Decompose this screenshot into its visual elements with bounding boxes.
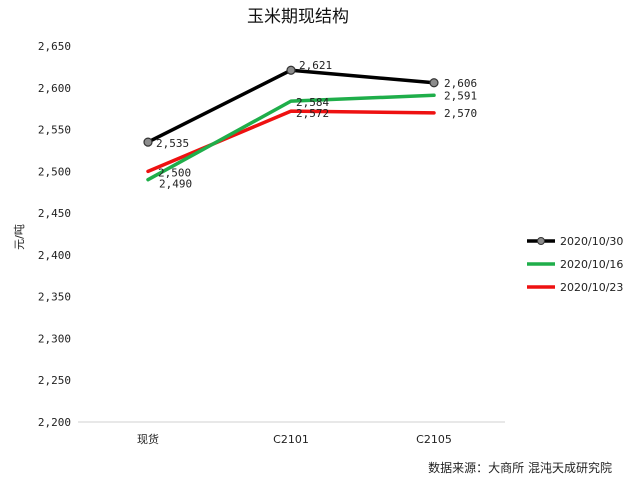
y-axis-label: 元/吨 [13,224,26,250]
x-tick-label: 现货 [137,432,159,446]
data-point [430,79,438,87]
y-tick-label: 2,650 [38,40,71,53]
legend: 2020/10/30 2020/10/16 2020/10/23 [527,235,623,294]
y-tick-label: 2,300 [38,332,71,345]
legend-label: 2020/10/23 [560,281,623,294]
data-point [287,66,295,74]
data-label: 2,490 [159,178,192,191]
y-tick-label: 2,200 [38,416,71,429]
x-tick-label: C2105 [416,433,452,446]
data-label: 2,572 [296,107,329,120]
data-label: 2,535 [156,137,189,150]
data-label: 2,606 [444,77,477,90]
axes: 2,200 2,250 2,300 2,350 2,400 2,450 2,500 2,550… [38,40,505,446]
y-tick-label: 2,450 [38,207,71,220]
source-note: 数据来源：大商所 混沌天成研究院 [428,460,612,475]
legend-marker [538,238,545,245]
y-tick-label: 2,250 [38,374,71,387]
y-tick-label: 2,600 [38,82,71,95]
y-tick-label: 2,550 [38,124,71,137]
series-layer: 2,5352,6212,6062,4902,5842,5912,5002,572… [144,59,477,190]
y-tick-label: 2,350 [38,291,71,304]
y-tick-label: 2,500 [38,165,71,178]
data-label: 2,591 [444,89,477,102]
y-tick-label: 2,400 [38,249,71,262]
legend-label: 2020/10/30 [560,235,623,248]
data-label: 2,500 [158,166,191,179]
chart-title: 玉米期现结构 [247,7,349,27]
data-label: 2,621 [299,59,332,72]
data-label: 2,570 [444,107,477,120]
x-tick-label: C2101 [273,433,309,446]
series-line [148,70,434,142]
legend-label: 2020/10/16 [560,258,623,271]
data-point [144,138,152,146]
